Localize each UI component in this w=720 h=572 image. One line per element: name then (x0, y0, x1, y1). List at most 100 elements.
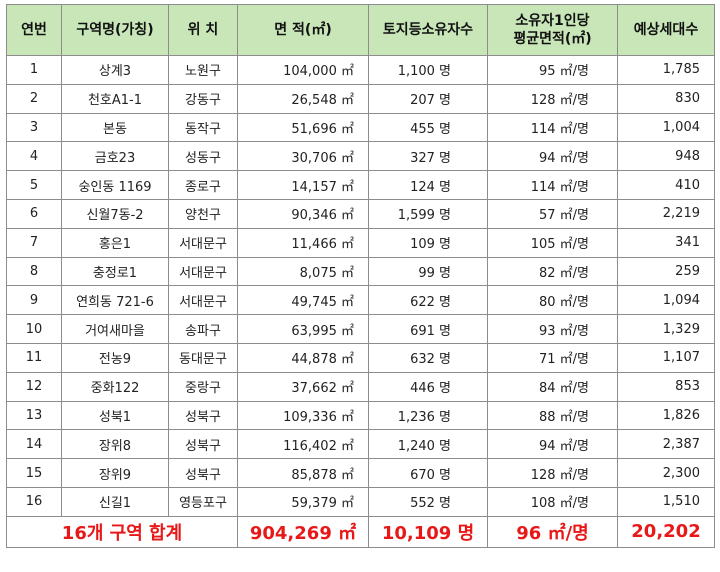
cell-owner-count: 622 명 (368, 285, 488, 316)
cell-location: 성북구 (168, 400, 238, 431)
cell-area-per-owner: 128 ㎡/명 (487, 83, 618, 114)
cell-area-per-owner: 94 ㎡/명 (487, 141, 618, 172)
cell-expected-households: 1,094 (617, 285, 715, 316)
cell-zone-name: 본동 (61, 112, 169, 143)
cell-area-per-owner: 80 ㎡/명 (487, 285, 618, 316)
table-row: 13 성북1 성북구 109,336 ㎡ 1,236 명 88 ㎡/명 1,826 (6, 400, 715, 431)
table-row: 15 장위9 성북구 85,878 ㎡ 670 명 128 ㎡/명 2,300 (6, 458, 715, 488)
cell-expected-households: 341 (617, 227, 715, 258)
cell-area: 90,346 ㎡ (237, 198, 369, 229)
cell-area-per-owner: 114 ㎡/명 (487, 112, 618, 143)
cell-owner-count: 207 명 (368, 83, 488, 114)
cell-owner-count: 1,599 명 (368, 198, 488, 229)
cell-no: 9 (6, 285, 62, 316)
cell-no: 16 (6, 486, 62, 517)
cell-expected-households: 259 (617, 256, 715, 287)
cell-location: 성동구 (168, 141, 238, 172)
cell-area: 30,706 ㎡ (237, 141, 369, 172)
total-area: 904,269 ㎡ (237, 515, 369, 548)
cell-location: 양천구 (168, 198, 238, 229)
table-row: 10 거여새마을 송파구 63,995 ㎡ 691 명 93 ㎡/명 1,329 (6, 314, 715, 344)
cell-location: 송파구 (168, 314, 238, 344)
total-households: 20,202 (617, 515, 715, 548)
cell-no: 7 (6, 227, 62, 258)
header-expected-households: 예상세대수 (617, 4, 715, 56)
cell-owner-count: 1,240 명 (368, 429, 488, 460)
cell-expected-households: 1,004 (617, 112, 715, 143)
cell-location: 서대문구 (168, 227, 238, 258)
cell-location: 종로구 (168, 170, 238, 200)
cell-zone-name: 상계3 (61, 55, 169, 85)
cell-area-per-owner: 94 ㎡/명 (487, 429, 618, 460)
cell-expected-households: 1,107 (617, 342, 715, 373)
cell-owner-count: 670 명 (368, 458, 488, 488)
cell-no: 12 (6, 371, 62, 402)
cell-owner-count: 99 명 (368, 256, 488, 287)
cell-area: 37,662 ㎡ (237, 371, 369, 402)
cell-area: 49,745 ㎡ (237, 285, 369, 316)
cell-zone-name: 홍은1 (61, 227, 169, 258)
cell-no: 3 (6, 112, 62, 143)
cell-area-per-owner: 108 ㎡/명 (487, 486, 618, 517)
cell-zone-name: 금호23 (61, 141, 169, 172)
cell-no: 5 (6, 170, 62, 200)
cell-area-per-owner: 114 ㎡/명 (487, 170, 618, 200)
table-row: 3 본동 동작구 51,696 ㎡ 455 명 114 ㎡/명 1,004 (6, 112, 715, 143)
cell-location: 노원구 (168, 55, 238, 85)
cell-zone-name: 중화122 (61, 371, 169, 402)
cell-owner-count: 1,236 명 (368, 400, 488, 431)
cell-no: 10 (6, 314, 62, 344)
table-row: 2 천호A1-1 강동구 26,548 ㎡ 207 명 128 ㎡/명 830 (6, 83, 715, 114)
cell-owner-count: 455 명 (368, 112, 488, 143)
cell-area: 14,157 ㎡ (237, 170, 369, 200)
cell-location: 강동구 (168, 83, 238, 114)
cell-location: 서대문구 (168, 256, 238, 287)
cell-zone-name: 거여새마을 (61, 314, 169, 344)
cell-area: 26,548 ㎡ (237, 83, 369, 114)
cell-no: 11 (6, 342, 62, 373)
cell-zone-name: 천호A1-1 (61, 83, 169, 114)
cell-location: 서대문구 (168, 285, 238, 316)
cell-location: 동작구 (168, 112, 238, 143)
cell-area: 116,402 ㎡ (237, 429, 369, 460)
table-row: 1 상계3 노원구 104,000 ㎡ 1,100 명 95 ㎡/명 1,785 (6, 55, 715, 85)
cell-area: 59,379 ㎡ (237, 486, 369, 517)
cell-zone-name: 장위8 (61, 429, 169, 460)
cell-no: 4 (6, 141, 62, 172)
cell-area-per-owner: 95 ㎡/명 (487, 55, 618, 85)
zone-table-container: 연번 구역명(가칭) 위 치 면 적(㎡) 토지등소유자수 소유자1인당 평균면… (6, 4, 715, 548)
cell-location: 성북구 (168, 458, 238, 488)
cell-owner-count: 109 명 (368, 227, 488, 258)
header-owner-count: 토지등소유자수 (368, 4, 488, 56)
total-owners: 10,109 명 (368, 515, 488, 548)
cell-expected-households: 1,785 (617, 55, 715, 85)
cell-expected-households: 2,300 (617, 458, 715, 488)
cell-no: 15 (6, 458, 62, 488)
cell-no: 2 (6, 83, 62, 114)
redevelopment-zone-table: 연번 구역명(가칭) 위 치 면 적(㎡) 토지등소유자수 소유자1인당 평균면… (6, 4, 715, 548)
cell-no: 13 (6, 400, 62, 431)
cell-location: 중랑구 (168, 371, 238, 402)
cell-location: 동대문구 (168, 342, 238, 373)
cell-area-per-owner: 71 ㎡/명 (487, 342, 618, 373)
cell-area-per-owner: 82 ㎡/명 (487, 256, 618, 287)
total-area-per-owner: 96 ㎡/명 (487, 515, 618, 548)
cell-owner-count: 691 명 (368, 314, 488, 344)
table-row: 11 전농9 동대문구 44,878 ㎡ 632 명 71 ㎡/명 1,107 (6, 342, 715, 373)
cell-expected-households: 1,826 (617, 400, 715, 431)
table-row: 16 신길1 영등포구 59,379 ㎡ 552 명 108 ㎡/명 1,510 (6, 486, 715, 517)
table-row: 9 연희동 721-6 서대문구 49,745 ㎡ 622 명 80 ㎡/명 1,094 (6, 285, 715, 316)
cell-area: 51,696 ㎡ (237, 112, 369, 143)
cell-area: 44,878 ㎡ (237, 342, 369, 373)
table-row: 5 숭인동 1169 종로구 14,157 ㎡ 124 명 114 ㎡/명 410 (6, 170, 715, 200)
cell-expected-households: 853 (617, 371, 715, 402)
cell-location: 성북구 (168, 429, 238, 460)
cell-owner-count: 1,100 명 (368, 55, 488, 85)
table-row: 14 장위8 성북구 116,402 ㎡ 1,240 명 94 ㎡/명 2,387 (6, 429, 715, 460)
cell-zone-name: 장위9 (61, 458, 169, 488)
total-label: 16개 구역 합계 (6, 515, 238, 548)
cell-area: 8,075 ㎡ (237, 256, 369, 287)
header-area: 면 적(㎡) (237, 4, 369, 56)
cell-owner-count: 552 명 (368, 486, 488, 517)
cell-no: 6 (6, 198, 62, 229)
